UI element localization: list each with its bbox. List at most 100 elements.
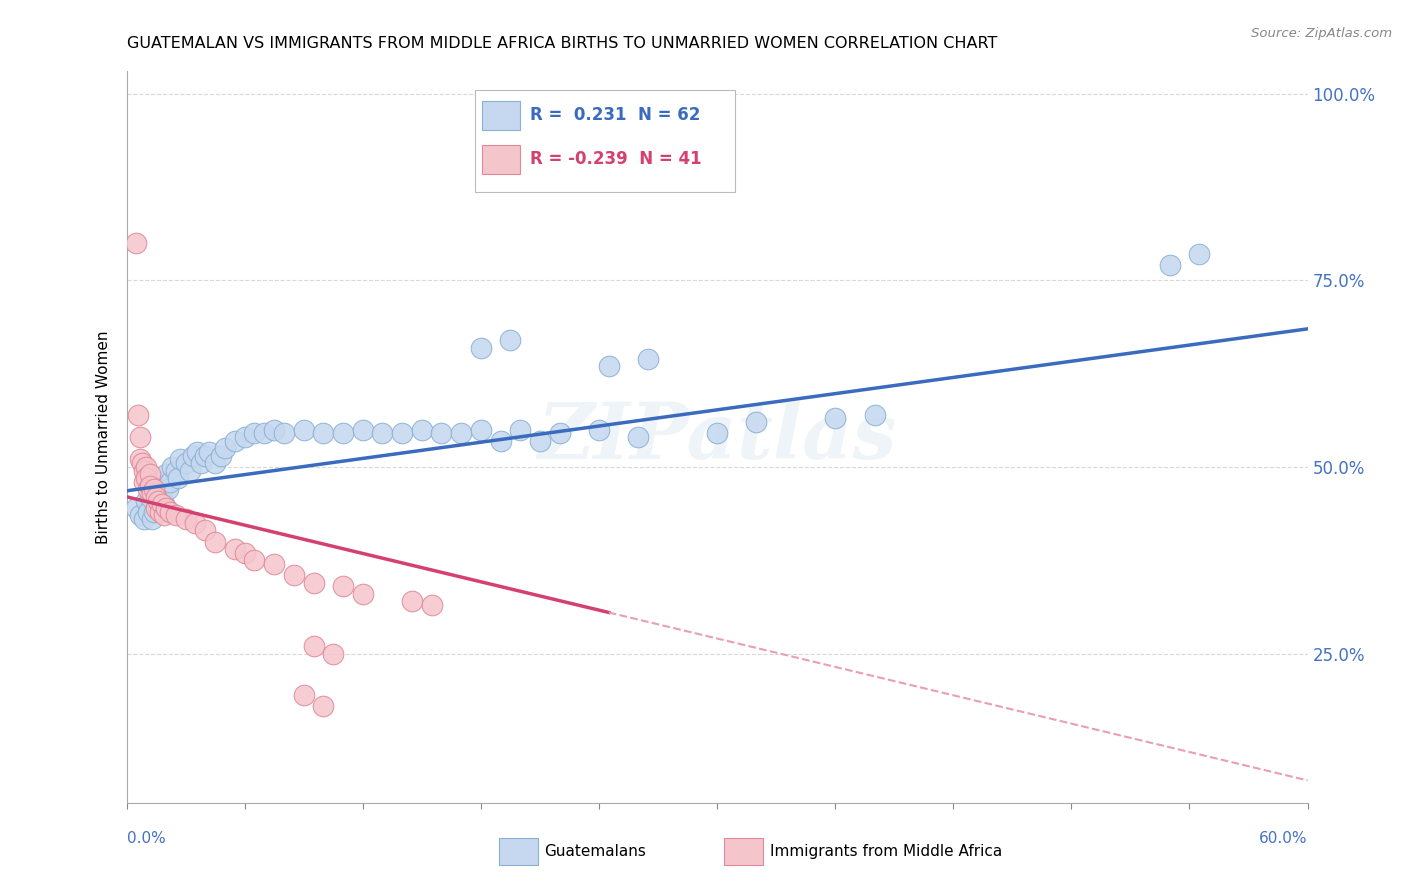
Point — [499, 333, 522, 347]
Point — [470, 341, 492, 355]
Point — [198, 445, 221, 459]
Point — [156, 483, 179, 497]
Point — [598, 359, 620, 374]
Point — [489, 434, 512, 448]
Point — [129, 508, 152, 523]
Point — [139, 478, 162, 492]
Point — [204, 456, 226, 470]
Point — [174, 512, 197, 526]
Point — [273, 426, 295, 441]
Point — [169, 452, 191, 467]
Point — [139, 490, 162, 504]
Point — [135, 493, 157, 508]
Point — [131, 456, 153, 470]
Point — [352, 423, 374, 437]
Text: 0.0%: 0.0% — [127, 831, 166, 846]
Point — [401, 594, 423, 608]
Point — [159, 475, 181, 489]
Point — [165, 508, 187, 523]
Point — [153, 508, 176, 523]
Point — [292, 423, 315, 437]
Point — [194, 449, 217, 463]
Point — [420, 598, 443, 612]
Point — [233, 430, 256, 444]
Point — [166, 471, 188, 485]
Point — [134, 475, 156, 489]
Point — [145, 500, 167, 515]
FancyBboxPatch shape — [482, 145, 520, 174]
Point — [529, 434, 551, 448]
Point — [1159, 259, 1181, 273]
Point — [745, 415, 768, 429]
Point — [125, 235, 148, 250]
Point — [637, 351, 659, 366]
Point — [1188, 247, 1211, 261]
Point — [129, 430, 152, 444]
Point — [136, 505, 159, 519]
Point — [135, 471, 157, 485]
Point — [159, 505, 181, 519]
Point — [224, 542, 246, 557]
Point — [183, 449, 205, 463]
Point — [135, 459, 157, 474]
Point — [136, 483, 159, 497]
Point — [149, 475, 172, 489]
Point — [134, 464, 156, 478]
Text: R =  0.231  N = 62: R = 0.231 N = 62 — [530, 106, 700, 124]
Point — [146, 490, 169, 504]
Point — [332, 579, 354, 593]
Point — [209, 449, 232, 463]
Point — [312, 426, 335, 441]
Point — [155, 467, 177, 482]
Point — [184, 516, 207, 530]
Point — [127, 408, 149, 422]
Point — [155, 500, 177, 515]
Point — [160, 459, 183, 474]
Point — [145, 478, 167, 492]
Point — [450, 426, 472, 441]
Point — [627, 430, 650, 444]
Point — [204, 534, 226, 549]
Point — [179, 464, 201, 478]
Point — [243, 426, 266, 441]
Point — [143, 505, 166, 519]
Point — [863, 408, 886, 422]
Text: GUATEMALAN VS IMMIGRANTS FROM MIDDLE AFRICA BIRTHS TO UNMARRIED WOMEN CORRELATIO: GUATEMALAN VS IMMIGRANTS FROM MIDDLE AFR… — [127, 36, 997, 51]
Point — [233, 546, 256, 560]
Point — [332, 426, 354, 441]
Point — [141, 486, 163, 500]
Point — [371, 426, 394, 441]
Point — [153, 497, 176, 511]
Point — [588, 423, 610, 437]
Point — [165, 464, 187, 478]
Point — [149, 505, 172, 519]
FancyBboxPatch shape — [482, 101, 520, 130]
Point — [186, 445, 208, 459]
Point — [224, 434, 246, 448]
Point — [548, 426, 571, 441]
Point — [509, 423, 531, 437]
Point — [134, 512, 156, 526]
Point — [263, 423, 285, 437]
Point — [391, 426, 413, 441]
Text: Guatemalans: Guatemalans — [544, 845, 645, 859]
Text: R = -0.239  N = 41: R = -0.239 N = 41 — [530, 150, 702, 168]
Point — [143, 483, 166, 497]
Point — [352, 587, 374, 601]
Y-axis label: Births to Unmarried Women: Births to Unmarried Women — [96, 330, 111, 544]
Point — [243, 553, 266, 567]
Point — [312, 698, 335, 713]
Text: ZIPatlas: ZIPatlas — [537, 399, 897, 475]
Point — [824, 411, 846, 425]
Point — [194, 524, 217, 538]
Text: Source: ZipAtlas.com: Source: ZipAtlas.com — [1251, 27, 1392, 40]
Point — [430, 426, 453, 441]
Point — [214, 442, 236, 456]
Point — [145, 490, 167, 504]
Text: Immigrants from Middle Africa: Immigrants from Middle Africa — [770, 845, 1002, 859]
Point — [146, 493, 169, 508]
Point — [470, 423, 492, 437]
FancyBboxPatch shape — [475, 90, 735, 192]
Point — [150, 486, 173, 500]
Point — [190, 456, 212, 470]
